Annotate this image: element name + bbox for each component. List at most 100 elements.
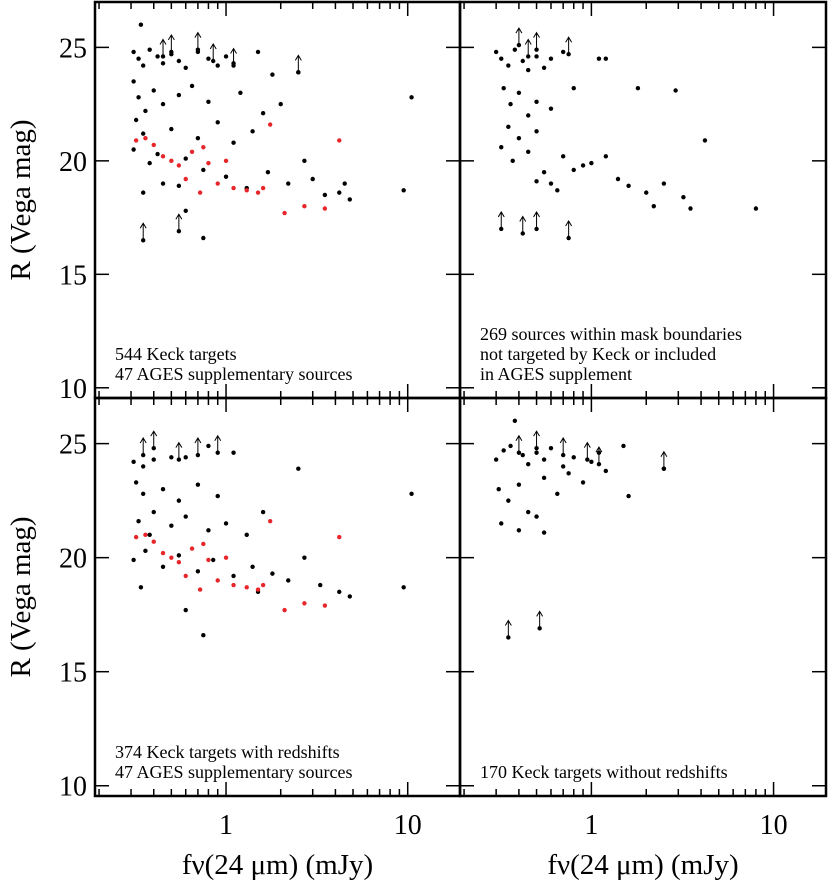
upper-limit-arrow (595, 446, 603, 465)
point (169, 555, 174, 560)
point (548, 181, 554, 186)
point (493, 457, 499, 462)
upper-limit (209, 43, 217, 64)
upper-limit (497, 210, 505, 232)
point (183, 65, 188, 71)
upper-limit (533, 210, 540, 232)
point (580, 480, 586, 485)
upper-limit-arrow (515, 27, 523, 46)
point (143, 548, 148, 554)
upper-limit (515, 27, 523, 48)
point (347, 594, 353, 599)
point (231, 573, 236, 579)
point (206, 99, 211, 105)
point (143, 135, 148, 141)
point (265, 170, 271, 175)
point (133, 138, 139, 143)
point (526, 113, 531, 118)
point (141, 491, 146, 496)
point (286, 578, 291, 583)
point (176, 92, 182, 98)
upper-limit (139, 222, 147, 243)
point (223, 555, 229, 560)
point (151, 88, 156, 93)
point (589, 459, 594, 465)
point (603, 154, 609, 159)
point (215, 493, 220, 499)
point (183, 514, 188, 519)
point (160, 550, 166, 556)
point (215, 578, 220, 583)
point (250, 564, 255, 569)
point (133, 534, 139, 540)
upper-limit (139, 437, 147, 458)
point (534, 179, 539, 184)
point (169, 126, 174, 132)
upper-limit-arrow (519, 215, 527, 234)
point (603, 468, 609, 474)
annotation: not targeted by Keck or included (480, 344, 716, 364)
point (278, 101, 283, 107)
point (131, 147, 136, 152)
point (133, 480, 139, 485)
upper-limit (175, 213, 183, 234)
upper-limit (194, 437, 202, 458)
point (337, 534, 342, 540)
point (131, 557, 136, 563)
x-tick-label: 10 (760, 810, 788, 841)
point (661, 181, 667, 186)
upper-limit-arrow (209, 43, 217, 62)
point (541, 457, 547, 462)
point (302, 555, 307, 560)
point (176, 163, 182, 168)
point (250, 129, 255, 134)
point (401, 585, 406, 590)
point (753, 206, 759, 211)
annotation: 374 Keck targets with redshifts (115, 742, 340, 762)
panel: 1 10 10 15 20 25 374 Keck targets with redshif… (5, 396, 462, 881)
point (244, 532, 249, 538)
upper-limit-arrow (214, 434, 222, 453)
y-axis-label: R (Vega mag) (5, 119, 37, 280)
x-tick-label: 1 (219, 810, 233, 841)
point (516, 90, 522, 95)
upper-limit (515, 434, 523, 455)
annotation: 170 Keck targets without redshifts (480, 762, 728, 782)
point (501, 86, 506, 91)
point (136, 518, 141, 524)
point (195, 569, 201, 574)
point (201, 235, 206, 241)
point (615, 176, 621, 182)
point (231, 450, 236, 455)
point (267, 518, 273, 524)
upper-limit-arrow (533, 31, 540, 50)
point (223, 174, 229, 179)
point (302, 601, 307, 606)
point (499, 145, 504, 150)
x-tick-label: 10 (394, 810, 422, 841)
point (176, 498, 182, 503)
point (183, 176, 188, 182)
point (571, 86, 576, 91)
point (238, 90, 243, 95)
upper-limit (559, 437, 567, 458)
point (409, 95, 414, 100)
point (526, 67, 531, 73)
point (160, 181, 166, 186)
annotation: 544 Keck targets (115, 344, 237, 364)
point (560, 464, 566, 469)
point (493, 49, 499, 55)
upper-limit-arrow (559, 437, 567, 456)
point (255, 587, 261, 592)
point (183, 208, 188, 213)
point (143, 532, 148, 538)
upper-limit-arrow (524, 38, 532, 57)
point (155, 151, 160, 157)
point (508, 443, 513, 449)
y-axis-label: R (Vega mag) (5, 516, 37, 677)
point (189, 83, 195, 89)
point (541, 530, 547, 535)
point (541, 475, 547, 481)
upper-limit (524, 38, 532, 59)
